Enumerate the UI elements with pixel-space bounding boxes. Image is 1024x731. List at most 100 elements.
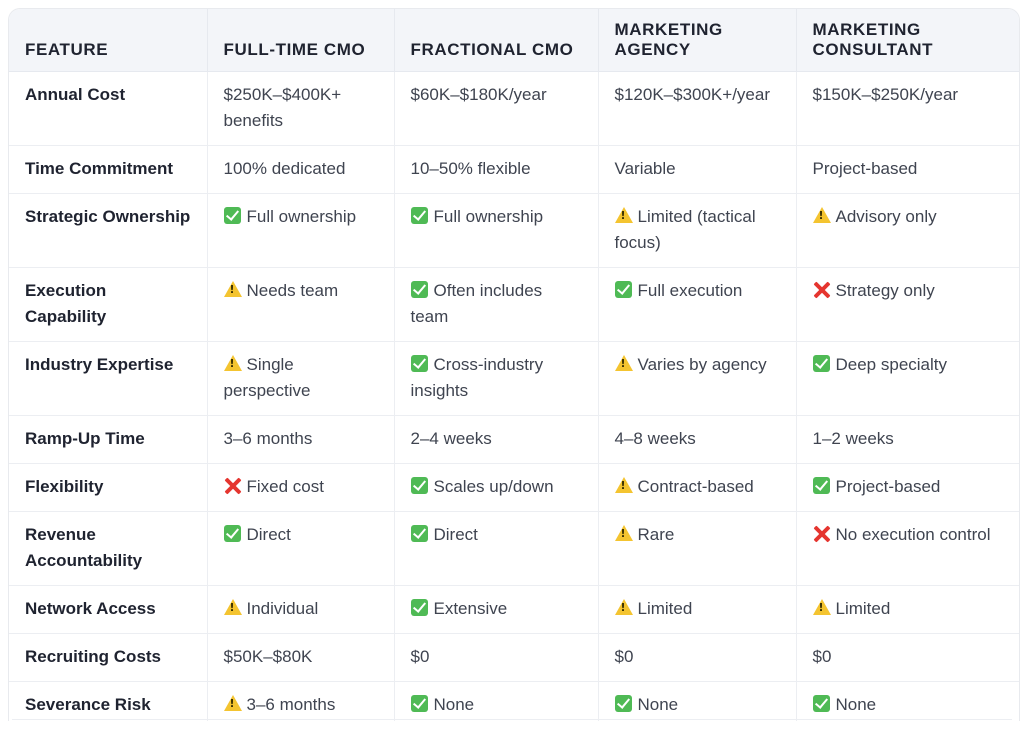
cell-text: $60K–$180K/year [410, 85, 547, 104]
header-full-time-cmo: FULL-TIME CMO [207, 9, 395, 72]
cell-fractional-cmo: None [394, 681, 599, 721]
header-marketing-agency: MARKETING AGENCY [598, 9, 797, 72]
cell-marketing-consultant: 1–2 weeks [796, 415, 1019, 464]
cell-text: $0 [410, 647, 430, 666]
cell-text: $0 [812, 647, 832, 666]
cell-marketing-agency: Full execution [598, 267, 797, 342]
cell-marketing-agency: $0 [598, 633, 797, 682]
check-mark-icon [812, 695, 830, 712]
cell-text: Contract-based [637, 477, 754, 496]
table-row-industry-expertise: Industry Expertise Single perspective Cros… [9, 341, 1019, 416]
cell-marketing-consultant: Project-based [796, 463, 1019, 512]
cell-marketing-consultant: Strategy only [796, 267, 1019, 342]
cell-text: None [433, 695, 475, 714]
check-mark-icon [812, 355, 830, 372]
cell-text: Full ownership [433, 207, 544, 226]
warning-icon [223, 695, 242, 711]
cross-mark-icon [813, 525, 830, 542]
table-row-flexibility: Flexibility Fixed cost Scales up/down Contr… [9, 463, 1019, 512]
cell-text: 3–6 months [246, 695, 336, 714]
cell-full-time-cmo: 3–6 months [207, 415, 395, 464]
cell-text: Limited [835, 599, 891, 618]
cell-marketing-agency: Contract-based [598, 463, 797, 512]
cell-full-time-cmo: 3–6 months [207, 681, 395, 721]
table-row-strategic-ownership: Strategic Ownership Full ownership Full ow… [9, 193, 1019, 268]
cell-text: Project-based [812, 159, 918, 178]
table-row-ramp-up-time: Ramp-Up Time 3–6 months 2–4 weeks 4–8 weeks… [9, 415, 1019, 464]
cell-fractional-cmo: $0 [394, 633, 599, 682]
feature-label: Network Access [9, 585, 208, 634]
feature-label: Revenue Accountability [9, 511, 208, 586]
cell-text: None [637, 695, 679, 714]
cell-text: 1–2 weeks [812, 429, 894, 448]
cell-text: Often includes team [410, 281, 543, 326]
cell-fractional-cmo: Cross-industry insights [394, 341, 599, 416]
check-mark-icon [410, 355, 428, 372]
feature-label: Industry Expertise [9, 341, 208, 416]
feature-label: Recruiting Costs [9, 633, 208, 682]
cell-full-time-cmo: 100% dedicated [207, 145, 395, 194]
cell-text: $150K–$250K/year [812, 85, 959, 104]
warning-icon [223, 355, 242, 371]
cell-full-time-cmo: $50K–$80K [207, 633, 395, 682]
cell-marketing-agency: Varies by agency [598, 341, 797, 416]
cell-text: Full execution [637, 281, 743, 300]
cell-full-time-cmo: Individual [207, 585, 395, 634]
header-feature: FEATURE [9, 9, 208, 72]
cell-text: 100% dedicated [223, 159, 346, 178]
cell-text: Direct [246, 525, 291, 544]
cell-text: Project-based [835, 477, 941, 496]
cell-fractional-cmo: Direct [394, 511, 599, 586]
cell-text: Deep specialty [835, 355, 948, 374]
cell-marketing-consultant: $150K–$250K/year [796, 71, 1019, 146]
warning-icon [614, 355, 633, 371]
cell-text: Variable [614, 159, 676, 178]
cell-marketing-consultant: None [796, 681, 1019, 721]
cross-mark-icon [813, 281, 830, 298]
cell-text: Limited (tactical focus) [614, 207, 756, 252]
cell-marketing-consultant: No execution control [796, 511, 1019, 586]
check-mark-icon [223, 207, 241, 224]
feature-label: Ramp-Up Time [9, 415, 208, 464]
warning-icon [614, 477, 633, 493]
cell-marketing-consultant: Advisory only [796, 193, 1019, 268]
cell-marketing-agency: Limited [598, 585, 797, 634]
feature-label: Annual Cost [9, 71, 208, 146]
cell-text: Varies by agency [637, 355, 767, 374]
feature-label: Execution Capability [9, 267, 208, 342]
cell-text: Direct [433, 525, 478, 544]
cell-fractional-cmo: 10–50% flexible [394, 145, 599, 194]
cell-text: 10–50% flexible [410, 159, 531, 178]
cell-text: Individual [246, 599, 319, 618]
table-row-annual-cost: Annual Cost $250K–$400K+ benefits $60K–$18… [9, 71, 1019, 146]
table-row-revenue-accountability: Revenue Accountability Direct Direct Rare No… [9, 511, 1019, 586]
cell-text: Strategy only [835, 281, 935, 300]
table-row-severance-risk: Severance Risk 3–6 months None None None [9, 681, 1019, 721]
cell-fractional-cmo: 2–4 weeks [394, 415, 599, 464]
cell-full-time-cmo: Full ownership [207, 193, 395, 268]
cell-fractional-cmo: Scales up/down [394, 463, 599, 512]
cell-marketing-consultant: Project-based [796, 145, 1019, 194]
header-row: FEATURE FULL-TIME CMO FRACTIONAL CMO MAR… [9, 9, 1019, 72]
cell-marketing-agency: $120K–$300K+/year [598, 71, 797, 146]
check-mark-icon [410, 599, 428, 616]
check-mark-icon [410, 207, 428, 224]
cell-text: No execution control [835, 525, 991, 544]
table-body: Annual Cost $250K–$400K+ benefits $60K–$18… [9, 71, 1019, 721]
comparison-table: FEATURE FULL-TIME CMO FRACTIONAL CMO MAR… [9, 9, 1019, 721]
cell-marketing-agency: Rare [598, 511, 797, 586]
cell-marketing-agency: Limited (tactical focus) [598, 193, 797, 268]
cell-full-time-cmo: Single perspective [207, 341, 395, 416]
table-row-execution-capability: Execution Capability Needs team Often incl… [9, 267, 1019, 342]
warning-icon [223, 281, 242, 297]
cell-text: Extensive [433, 599, 508, 618]
cell-text: Single perspective [223, 355, 311, 400]
table-row-recruiting-costs: Recruiting Costs $50K–$80K $0 $0 $0 [9, 633, 1019, 682]
cell-text: $50K–$80K [223, 647, 313, 666]
check-mark-icon [812, 477, 830, 494]
cell-text: Limited [637, 599, 693, 618]
warning-icon [614, 525, 633, 541]
cell-text: Needs team [246, 281, 339, 300]
cell-marketing-agency: Variable [598, 145, 797, 194]
warning-icon [812, 599, 831, 615]
